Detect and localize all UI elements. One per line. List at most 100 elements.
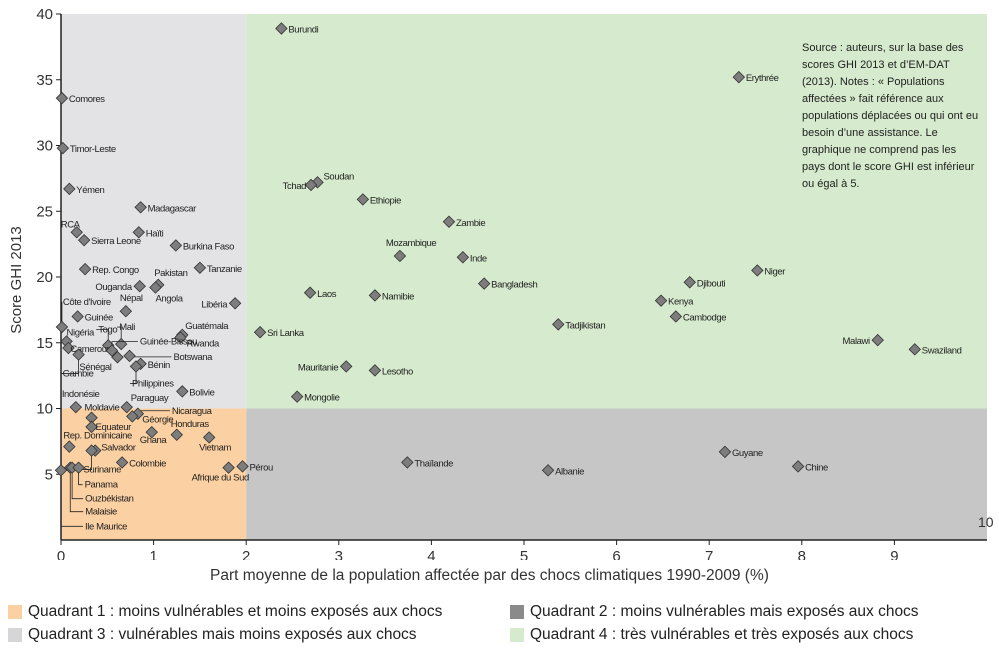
legend-swatch-q4: [510, 628, 524, 642]
data-point-label: Tanzanie: [207, 264, 242, 275]
data-point-label: Honduras: [171, 419, 210, 430]
data-point-marker: [70, 226, 83, 239]
data-point-marker: [871, 333, 884, 347]
data-point-label: Cameroun: [70, 344, 111, 355]
quadrant-4: [246, 14, 987, 409]
data-point-label: Tchad: [283, 181, 306, 192]
legend-label: Quadrant 1 : moins vulnérables et moins …: [28, 603, 443, 620]
x-tick-label: 0: [57, 548, 65, 560]
leader-line: [71, 467, 84, 500]
data-point-marker: [134, 201, 147, 214]
data-point-label: Mozambique: [386, 238, 437, 249]
data-point-marker: [72, 461, 85, 474]
data-point-marker: [683, 276, 696, 289]
legend-swatch-q3: [8, 628, 22, 642]
data-point-marker: [791, 460, 805, 473]
data-point-marker: [339, 360, 353, 373]
data-point-marker: [85, 411, 98, 424]
data-point-marker: [170, 428, 183, 442]
data-point-label: Timor-Leste: [70, 144, 116, 155]
data-point-marker: [304, 178, 318, 192]
data-point-marker: [62, 341, 75, 355]
x-tick-label: 3: [335, 548, 343, 560]
data-point-marker: [236, 460, 249, 473]
data-point-marker: [174, 331, 187, 344]
source-note: Source : auteurs, sur la base des scores…: [802, 42, 979, 190]
data-point-label: Thaïlande: [414, 458, 453, 469]
data-point-marker: [71, 310, 84, 323]
data-point-label: Sierra Leone: [91, 236, 141, 247]
data-point-label: Burundi: [288, 24, 318, 35]
data-point-label: Malaisie: [85, 507, 117, 518]
data-point-marker: [356, 193, 370, 206]
data-point-marker: [54, 464, 68, 477]
scatter-chart: 0 1 2 3 4 5 6 7 8 9 5 10 15 20 25 30 35 40 Burundi Erythré…: [8, 6, 994, 560]
data-point-label: Géorgie: [142, 414, 173, 425]
data-point-label: Afrique du Sud: [192, 473, 249, 484]
data-point-label: Népal: [120, 293, 143, 304]
data-point-marker: [115, 456, 129, 469]
data-point-marker: [119, 304, 133, 318]
data-point-marker: [105, 344, 119, 357]
data-point-label: Ile Maurice: [85, 521, 127, 532]
leader-line: [60, 470, 83, 527]
x-tick-label: 6: [612, 548, 620, 560]
data-point-marker: [63, 440, 76, 453]
data-point-label: Mauritanie: [298, 362, 338, 373]
data-point-label: Comores: [69, 94, 105, 105]
data-point-label: Angola: [155, 294, 183, 305]
data-point-marker: [55, 91, 69, 105]
legend-q4: Quadrant 4 : très vulnérables et très ex…: [510, 626, 913, 644]
x-tick-label: 7: [705, 548, 713, 560]
y-tick-label: 40: [36, 6, 53, 23]
data-point-label: Salvador: [101, 443, 136, 454]
data-point-marker: [123, 349, 136, 363]
data-point-label: Rep. Dominicaine: [63, 431, 132, 442]
data-point-marker: [111, 350, 124, 364]
data-point-label: Laos: [317, 289, 337, 300]
data-point-marker: [193, 261, 207, 275]
axes: 0 1 2 3 4 5 6 7 8 9 5 10 15 20 25 30 35 40: [36, 6, 987, 560]
data-point-label: Pérou: [249, 462, 272, 473]
data-point-label: Niger: [764, 266, 785, 277]
y-tick-label: 15: [36, 335, 53, 352]
data-point-marker: [78, 262, 92, 276]
data-point-label: Swaziland: [922, 345, 962, 356]
legend-q2: Quadrant 2 : moins vulnérables mais expo…: [510, 603, 919, 621]
data-point-marker: [477, 277, 491, 290]
data-point-label: Mali: [119, 322, 135, 333]
data-point-label: Zambie: [456, 218, 485, 229]
y-tick-label: 25: [36, 203, 53, 220]
data-points: Burundi Erythrée Comores Timor-Leste Yémen So…: [54, 22, 962, 532]
leader-line: [60, 301, 63, 327]
quadrant-2: [246, 408, 987, 540]
data-point-marker: [114, 337, 128, 351]
data-point-marker: [56, 141, 70, 155]
x-tick-label: 2: [242, 548, 250, 560]
y-tick-label: 20: [36, 269, 53, 286]
data-point-marker: [169, 239, 183, 252]
data-point-label: Indonésie: [62, 389, 100, 400]
data-point-label: Côte d'Ivoire: [63, 297, 111, 308]
data-point-label: Nicaragua: [172, 406, 213, 417]
data-point-marker: [72, 348, 85, 361]
data-point-marker: [253, 326, 267, 339]
data-point-marker: [456, 251, 470, 264]
data-point-label: Moldavie: [85, 403, 120, 414]
data-point-marker: [69, 400, 83, 414]
data-point-label: Rep. Congo: [92, 265, 139, 276]
data-point-marker: [63, 182, 76, 196]
data-point-marker: [401, 456, 414, 469]
leader-line: [81, 450, 92, 470]
quadrant-3: [61, 14, 247, 409]
x-tick-label: 8: [798, 548, 806, 560]
data-point-label: Guinée-Bissau: [140, 337, 197, 348]
data-point-marker: [85, 444, 98, 457]
legend-swatch-q2: [510, 605, 524, 619]
data-point-marker: [541, 464, 555, 477]
data-point-marker: [77, 233, 91, 247]
data-point-label: Guatémala: [185, 321, 229, 332]
data-point-label: Tadjikistan: [565, 320, 605, 331]
data-point-label: Nigéria: [67, 327, 95, 338]
data-point-label: Bénin: [148, 360, 170, 371]
